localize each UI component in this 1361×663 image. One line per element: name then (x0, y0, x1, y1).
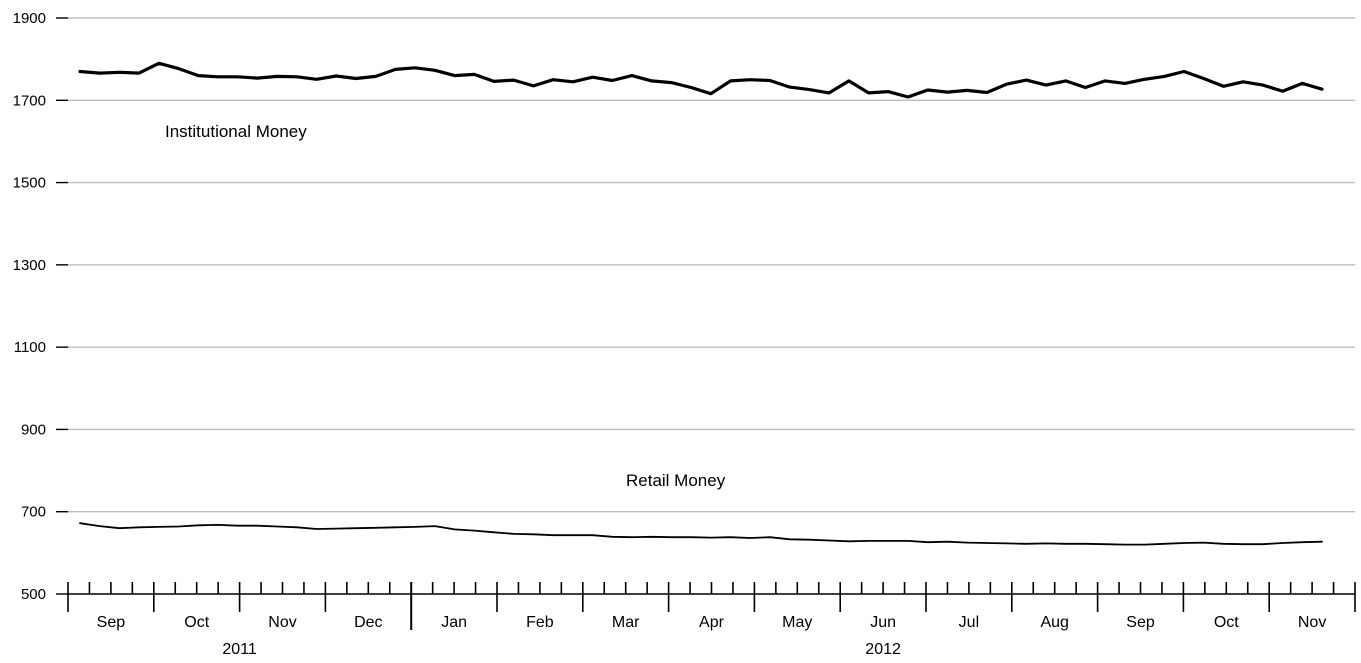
y-tick-label: 1700 (13, 92, 46, 109)
y-tick-label: 500 (21, 586, 46, 603)
month-label: Jan (441, 614, 467, 631)
month-label: Jul (959, 614, 979, 631)
annotation-institutional-money: Institutional Money (165, 122, 307, 141)
year-label: 2012 (865, 641, 901, 658)
y-tick-label: 1300 (13, 257, 46, 274)
month-label: Jun (870, 614, 896, 631)
month-label: Sep (1126, 614, 1155, 631)
month-label: Feb (526, 614, 554, 631)
annotation-retail-money: Retail Money (626, 471, 726, 490)
month-label: Nov (268, 614, 296, 631)
month-label: Nov (1298, 614, 1326, 631)
y-axis: 500 700 900 1100 1300 1500 1700 1900 (13, 10, 68, 603)
y-tick-label: 1500 (13, 175, 46, 192)
month-label: Apr (699, 614, 725, 631)
x-axis: Sep Oct Nov Dec Jan Feb Mar Apr May Jun Jul Aug Sep O… (67, 582, 1356, 658)
month-label: Oct (184, 614, 209, 631)
y-tick-label: 1900 (13, 10, 46, 27)
month-label: Mar (612, 614, 640, 631)
y-tick-label: 700 (21, 504, 46, 521)
y-tick-label: 1100 (14, 339, 46, 356)
series-line-retail-money (79, 522, 1323, 546)
month-label: May (782, 614, 812, 631)
month-label: Aug (1040, 614, 1068, 631)
series-lines (78, 61, 1324, 546)
month-label: Sep (97, 614, 126, 631)
month-label: Oct (1214, 614, 1239, 631)
y-tick-label: 900 (21, 421, 46, 438)
year-label: 2011 (222, 641, 257, 658)
series-line-institutional-money (78, 61, 1324, 99)
gridlines (68, 17, 1355, 513)
month-label: Dec (354, 614, 382, 631)
